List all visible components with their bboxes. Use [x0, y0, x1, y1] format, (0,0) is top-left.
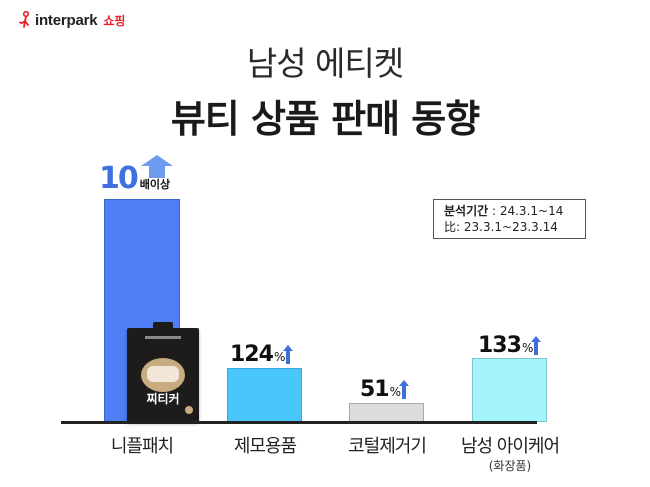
x-axis-baseline: [61, 421, 537, 424]
compare-label: 比: [444, 220, 457, 234]
x-label-3: 코털제거기: [348, 436, 427, 457]
product-label: 찌티커: [146, 392, 180, 406]
title-line1: 남성 에티켓: [246, 44, 404, 83]
product-box-image: 찌티커: [127, 322, 199, 422]
bar-value-label-3: 51%: [360, 377, 410, 402]
up-arrow-icon: [399, 380, 410, 399]
x-label-4-sub: (화장품): [488, 459, 532, 473]
x-label-2: 제모용품: [233, 436, 297, 457]
compare-value: : 23.3.1~23.3.14: [456, 220, 558, 234]
bar-value-label-2: 124%: [230, 342, 294, 367]
logo-suffix: 쇼핑: [103, 13, 126, 28]
title-line2: 뷰티 상품 판매 동향: [170, 97, 480, 141]
running-person-icon: [19, 11, 30, 28]
bar-nose-trimmer: [349, 403, 424, 422]
analysis-period-box: 분석기간 : 24.3.1~14 比: 23.3.1~23.3.14: [433, 199, 586, 239]
period-label: 분석기간: [444, 204, 489, 218]
logo-brand: interpark: [35, 11, 98, 29]
interpark-logo: interpark 쇼핑: [19, 11, 125, 29]
x-label-1: 니플패치: [110, 436, 174, 457]
x-label-4: 남성 아이케어: [460, 436, 560, 457]
bar-eye-care: [472, 358, 547, 422]
big-up-arrow-icon: [141, 155, 173, 178]
bar-value-label-4: 133%: [478, 333, 542, 358]
bar-hair-removal: [227, 368, 302, 422]
up-arrow-icon: [283, 345, 294, 364]
period-value: : 24.3.1~14: [488, 204, 564, 218]
bar-value-label-1: 10 배이상: [99, 161, 171, 196]
up-arrow-icon: [531, 336, 542, 355]
